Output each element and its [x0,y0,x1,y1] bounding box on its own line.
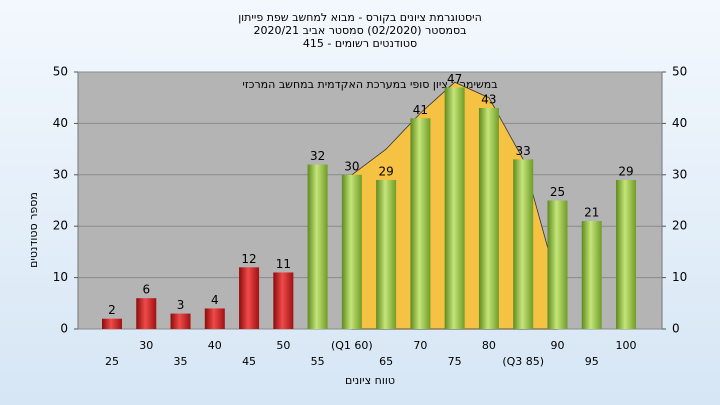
y-tick-label: 40 [53,116,68,130]
bar [547,200,568,329]
bar [307,164,328,329]
data-label: 41 [413,103,428,117]
bar [170,313,191,329]
bar [273,272,294,329]
bar [136,298,157,329]
bar [341,174,362,329]
data-label: 6 [142,283,150,297]
x-tick-label: 30 [139,339,153,352]
y-tick-label: 50 [53,65,68,79]
y-axis-label: מספר סטודנטים [27,192,40,268]
data-label: 25 [550,185,565,199]
chart-subtitle: סטודנטים רשומים - 415 [303,37,417,50]
x-tick-label: 65 [379,355,393,368]
y2-tick-label: 20 [672,219,687,233]
y-tick-label: 30 [53,167,68,181]
x-tick-label: 75 [448,355,462,368]
data-label: 2 [108,303,116,317]
bar [513,159,534,329]
bar [616,179,636,329]
bar [478,107,499,329]
data-label: 11 [276,257,291,271]
data-label: 29 [618,164,633,178]
y2-tick-label: 10 [672,270,687,284]
x-tick-label: (Q1 60) [331,339,373,352]
x-tick-label: 40 [208,339,222,352]
y2-tick-label: 30 [672,167,687,181]
x-tick-label: 55 [311,355,325,368]
bar [581,221,602,329]
data-label: 33 [516,144,531,158]
bar [239,267,260,329]
y-tick-label: 10 [53,270,68,284]
x-tick-label: 70 [413,339,427,352]
y2-tick-label: 50 [672,65,687,79]
x-tick-label: 80 [482,339,496,352]
data-label: 4 [211,293,219,307]
x-axis-label: טווח ציונים [345,374,395,387]
y2-tick-label: 0 [672,322,680,336]
chart-subtitle: בסמסטר (02/2020) סמסטר אביב 2020/21 [253,24,466,37]
data-label: 47 [447,72,462,86]
data-label: 3 [177,298,185,312]
y2-tick-label: 40 [672,116,687,130]
x-tick-label: 35 [174,355,188,368]
x-tick-label: 100 [616,339,637,352]
x-tick-label: (Q3 85) [502,355,544,368]
x-tick-label: 95 [585,355,599,368]
data-label: 21 [584,206,599,220]
data-label: 30 [344,159,359,173]
data-label: 29 [378,164,393,178]
data-label: 32 [310,149,325,163]
y-tick-label: 0 [60,322,68,336]
bar [376,179,397,329]
bar [410,118,431,329]
data-label: 12 [241,252,256,266]
chart-title: היסטוגרמת ציונים בקורס - מבוא למחשב שפת … [238,11,482,24]
bar [204,308,225,329]
x-tick-label: 50 [276,339,290,352]
annotation: במשימה - ציון סופי במערכת האקדמית במחשב … [242,78,497,91]
x-tick-label: 25 [105,355,119,368]
bar [102,318,122,329]
x-tick-label: 45 [242,355,256,368]
y-tick-label: 20 [53,219,68,233]
data-label: 43 [481,92,496,106]
bar [444,87,465,329]
x-tick-label: 90 [550,339,564,352]
